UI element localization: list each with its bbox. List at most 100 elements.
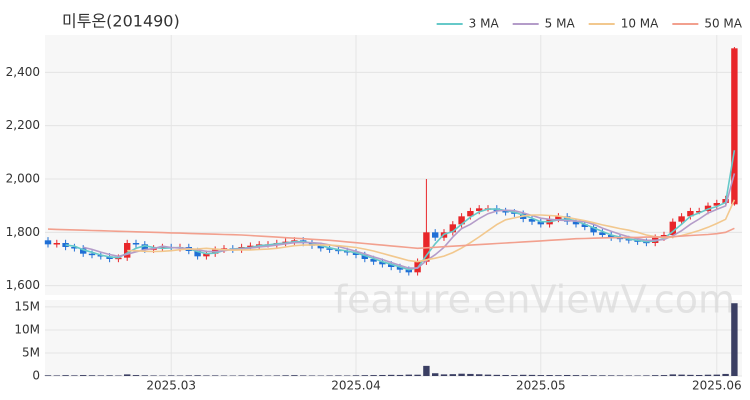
candle-body xyxy=(687,211,694,217)
ma-line xyxy=(47,227,735,250)
volume-bar xyxy=(696,374,703,376)
candle-body xyxy=(88,253,96,256)
volume-bar xyxy=(687,374,694,376)
volume-bar xyxy=(449,374,456,376)
volume-bar xyxy=(370,375,377,376)
volume-bar xyxy=(291,375,298,376)
watermark: feature.enViewV.com xyxy=(334,278,735,322)
volume-bar xyxy=(660,375,668,376)
candle-body xyxy=(326,248,333,250)
candle-body xyxy=(432,232,439,238)
candle-body xyxy=(608,235,615,238)
volume-bar xyxy=(80,375,87,376)
legend-label: 5 MA xyxy=(545,17,576,31)
y-tick-label: 2,000 xyxy=(6,172,40,186)
volume-bar xyxy=(572,375,580,376)
volume-bar xyxy=(150,375,157,376)
candle-body xyxy=(599,232,606,235)
volume-bar xyxy=(97,375,104,376)
volume-bar xyxy=(326,375,333,376)
y-tick-label: 2,200 xyxy=(6,118,40,132)
candle-body xyxy=(572,221,580,225)
legend-label: 3 MA xyxy=(469,17,500,31)
candle-body xyxy=(132,243,140,245)
candle-body xyxy=(449,224,456,233)
volume-bar xyxy=(405,374,412,376)
volume-bar xyxy=(352,375,360,376)
volume-bar xyxy=(493,374,500,376)
candle-body xyxy=(696,211,703,213)
candle-body xyxy=(44,240,52,245)
volume-bar xyxy=(581,375,588,376)
volume-bar xyxy=(432,373,439,376)
volume-bar xyxy=(467,373,474,376)
volume-bar xyxy=(634,375,641,376)
candle-body xyxy=(590,227,597,233)
chart-title: 미투온(201490) xyxy=(62,12,180,31)
volume-bar xyxy=(344,375,351,376)
volume-bar xyxy=(484,374,492,376)
volume-panel xyxy=(45,300,742,376)
volume-bar xyxy=(220,375,228,376)
volume-bar xyxy=(273,375,280,376)
candle-body xyxy=(379,261,386,265)
volume-bar xyxy=(625,375,632,376)
volume-bar xyxy=(335,375,342,376)
x-tick-label: 2025.05 xyxy=(516,379,566,393)
volume-bar xyxy=(564,374,571,376)
x-tick-label: 2025.03 xyxy=(146,379,196,393)
candle-body xyxy=(53,243,60,245)
candle-body xyxy=(528,219,536,222)
volume-bar xyxy=(238,375,245,376)
y-tick-label: 1,800 xyxy=(6,225,40,239)
candle-body xyxy=(80,248,87,254)
volume-bar xyxy=(546,375,553,376)
volume-bar xyxy=(608,375,615,376)
candle-body xyxy=(388,264,395,267)
legend-label: 10 MA xyxy=(621,17,659,31)
candle-body xyxy=(203,253,210,257)
y-tick-label: 10M xyxy=(14,322,40,336)
volume-bar xyxy=(476,374,483,376)
volume-bar xyxy=(71,375,78,376)
y-tick-label: 2,400 xyxy=(6,65,40,79)
volume-bar xyxy=(132,375,140,376)
candle-body xyxy=(731,48,738,205)
volume-bar xyxy=(308,375,316,376)
volume-bar xyxy=(537,375,544,376)
y-tick-label: 1,600 xyxy=(6,278,40,292)
volume-bar xyxy=(704,374,712,376)
volume-bar xyxy=(520,374,527,376)
candle-body xyxy=(370,259,377,262)
volume-bar xyxy=(62,375,69,376)
volume-bar xyxy=(669,374,676,376)
volume-bar xyxy=(678,374,685,376)
candle-body xyxy=(361,255,368,259)
volume-bar xyxy=(256,375,263,376)
volume-bar xyxy=(300,375,307,376)
candle-body xyxy=(669,221,676,235)
volume-bar xyxy=(440,374,448,376)
volume-bar xyxy=(212,375,219,376)
volume-bar xyxy=(53,375,60,376)
candle-body xyxy=(247,245,254,248)
volume-bar xyxy=(590,375,597,376)
volume-bar xyxy=(458,373,465,376)
volume-bar xyxy=(555,375,562,376)
candle-body xyxy=(555,216,562,219)
volume-bar xyxy=(168,375,175,376)
volume-bar xyxy=(414,374,421,376)
volume-bar xyxy=(203,375,210,376)
volume-bar xyxy=(722,373,729,376)
x-tick-label: 2025.06 xyxy=(692,379,742,393)
volume-bar xyxy=(396,374,404,376)
volume-bar xyxy=(176,375,184,376)
volume-bar xyxy=(599,375,606,376)
volume-bar xyxy=(511,375,518,376)
ma-line xyxy=(127,199,736,263)
volume-bar xyxy=(528,374,536,376)
volume-bar xyxy=(713,374,720,376)
x-tick-label: 2025.04 xyxy=(331,379,381,393)
y-tick-label: 0 xyxy=(32,369,40,383)
